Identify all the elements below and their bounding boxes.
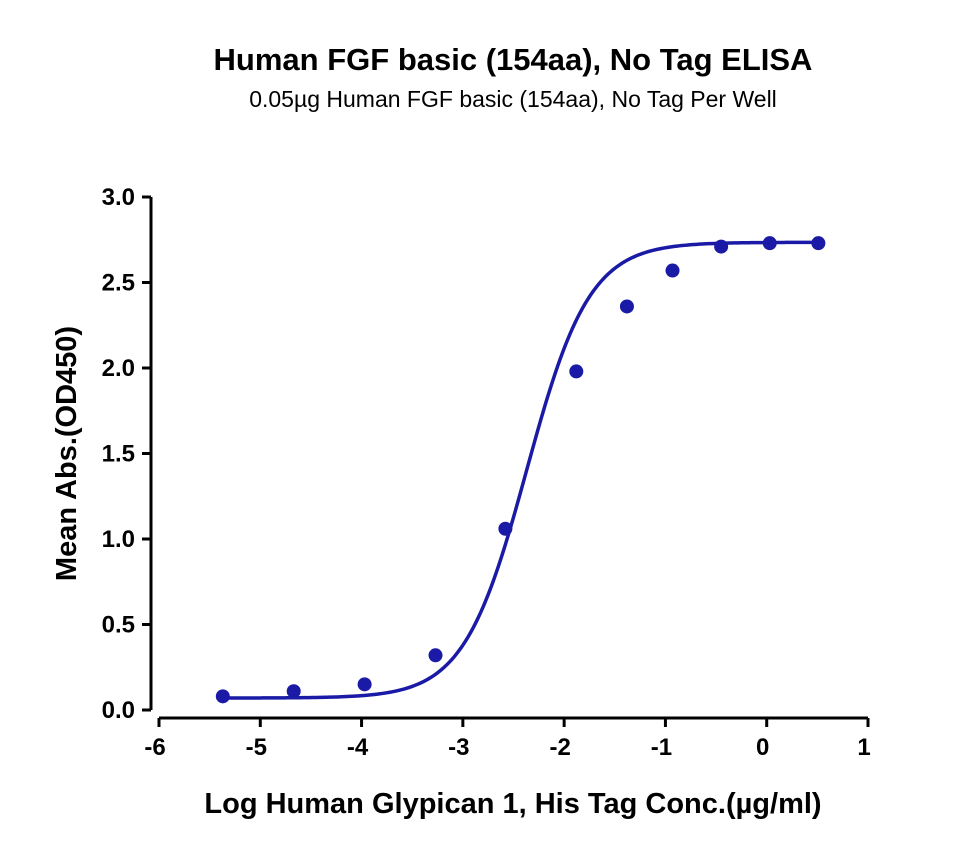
x-tick-label: -4	[347, 734, 369, 761]
data-point	[498, 521, 513, 536]
x-tick-label: 1	[857, 734, 870, 761]
x-axis-ticks: -6 -5 -4 -3 -2 -1 0 1	[144, 718, 871, 761]
x-tick-label: -3	[448, 734, 469, 761]
data-point	[665, 263, 680, 278]
y-axis-label: Mean Abs.(OD450)	[51, 326, 83, 581]
y-tick-label: 2.0	[102, 355, 135, 382]
y-tick-label: 2.5	[102, 270, 135, 297]
x-tick-label: 0	[756, 734, 769, 761]
x-tick-label: -1	[651, 734, 672, 761]
data-point	[762, 236, 777, 251]
x-tick-label: -5	[246, 734, 267, 761]
data-point	[619, 299, 634, 314]
data-points	[215, 236, 826, 704]
data-point	[215, 689, 230, 704]
chart-title: Human FGF basic (154aa), No Tag ELISA	[214, 42, 813, 77]
y-tick-label: 0.5	[102, 612, 135, 639]
data-point	[286, 684, 301, 699]
x-axis-label: Log Human Glypican 1, His Tag Conc.(µg/m…	[204, 788, 821, 820]
data-point	[811, 236, 826, 251]
y-tick-label: 0.0	[102, 697, 135, 724]
data-point	[357, 677, 372, 692]
x-tick-label: -6	[144, 734, 165, 761]
y-axis-ticks: 0.0 0.5 1.0 1.5 2.0 2.5 3.0	[102, 184, 151, 724]
y-tick-label: 1.0	[102, 526, 135, 553]
y-tick-label: 1.5	[102, 441, 135, 468]
x-tick-label: -2	[549, 734, 570, 761]
data-point	[569, 364, 584, 379]
fit-curve	[222, 240, 819, 700]
data-point	[428, 648, 443, 663]
y-tick-label: 3.0	[102, 184, 135, 211]
data-point	[714, 239, 729, 254]
chart-subtitle: 0.05µg Human FGF basic (154aa), No Tag P…	[249, 86, 777, 112]
